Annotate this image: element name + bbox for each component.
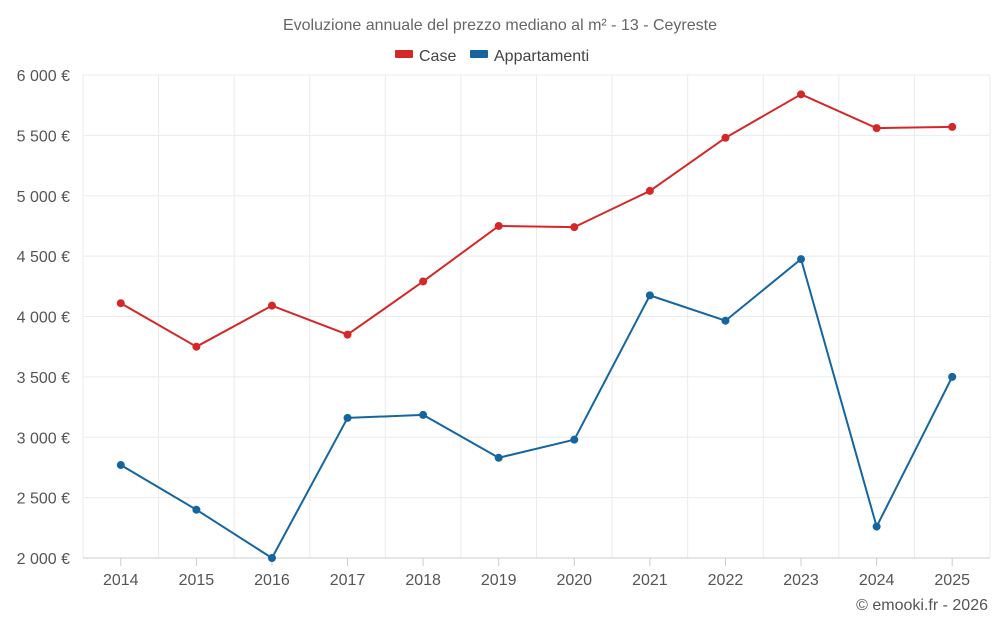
data-point-appartamenti[interactable] <box>872 522 881 531</box>
data-point-appartamenti[interactable] <box>797 255 806 264</box>
data-point-case[interactable] <box>192 342 201 351</box>
y-tick-label: 5 000 € <box>17 189 70 206</box>
data-point-appartamenti[interactable] <box>116 461 125 470</box>
x-tick-label: 2024 <box>859 572 895 589</box>
y-tick-label: 3 500 € <box>17 370 70 387</box>
series-line-appartamenti <box>120 258 954 559</box>
credit-text: © emooki.fr - 2026 <box>856 597 988 614</box>
legend-item-appartamenti[interactable]: Appartamenti <box>470 48 589 65</box>
data-point-case[interactable] <box>872 124 881 133</box>
legend-swatch-case <box>395 50 413 58</box>
data-point-case[interactable] <box>419 277 428 286</box>
grid <box>82 74 991 559</box>
data-point-appartamenti[interactable] <box>419 410 428 419</box>
y-axis: 2 000 € 2 500 € 3 000 € 3 500 € 4 000 € 4 500… <box>17 68 70 568</box>
data-point-case[interactable] <box>267 301 276 310</box>
x-tick-label: 2015 <box>179 572 215 589</box>
x-tick-label: 2017 <box>330 572 366 589</box>
x-tick-label: 2020 <box>556 572 592 589</box>
chart-title: Evoluzione annuale del prezzo mediano al… <box>283 17 717 34</box>
legend-swatch-appartamenti <box>470 50 488 58</box>
x-tick-label: 2023 <box>783 572 819 589</box>
y-tick-label: 4 000 € <box>17 310 70 327</box>
series-case <box>116 90 957 351</box>
series-appartamenti <box>116 255 957 562</box>
y-tick-label: 2 000 € <box>17 551 70 568</box>
data-point-appartamenti[interactable] <box>343 413 352 422</box>
data-point-appartamenti[interactable] <box>192 505 201 514</box>
data-point-case[interactable] <box>343 330 352 339</box>
data-point-appartamenti[interactable] <box>570 435 579 444</box>
x-tick-label: 2021 <box>632 572 668 589</box>
y-tick-label: 4 500 € <box>17 249 70 266</box>
data-point-appartamenti[interactable] <box>721 316 730 325</box>
y-tick-label: 2 500 € <box>17 491 70 508</box>
x-axis: 2014 2015 2016 2017 2018 2019 2020 2021 2022 2023… <box>83 557 990 589</box>
x-tick-label: 2014 <box>103 572 139 589</box>
legend-label-appartamenti: Appartamenti <box>494 48 589 65</box>
data-point-case[interactable] <box>948 122 957 131</box>
y-tick-label: 3 000 € <box>17 430 70 447</box>
y-tick-label: 5 500 € <box>17 128 70 145</box>
series <box>116 90 957 562</box>
data-point-appartamenti[interactable] <box>645 291 654 300</box>
y-tick-label: 6 000 € <box>17 68 70 85</box>
data-point-case[interactable] <box>116 299 125 308</box>
data-point-case[interactable] <box>797 90 806 99</box>
x-tick-label: 2022 <box>708 572 744 589</box>
data-point-appartamenti[interactable] <box>494 453 503 462</box>
data-point-case[interactable] <box>645 186 654 195</box>
x-tick-label: 2025 <box>934 572 970 589</box>
x-tick-label: 2016 <box>254 572 290 589</box>
data-point-case[interactable] <box>570 223 579 232</box>
data-point-appartamenti[interactable] <box>267 554 276 562</box>
legend-label-case: Case <box>419 48 456 65</box>
x-tick-label: 2019 <box>481 572 517 589</box>
legend: Case Appartamenti <box>395 48 589 65</box>
x-tick-label: 2018 <box>405 572 441 589</box>
data-point-appartamenti[interactable] <box>948 372 957 381</box>
series-line-case <box>120 93 953 348</box>
legend-item-case[interactable]: Case <box>395 48 456 65</box>
data-point-case[interactable] <box>494 221 503 230</box>
data-point-case[interactable] <box>721 133 730 142</box>
